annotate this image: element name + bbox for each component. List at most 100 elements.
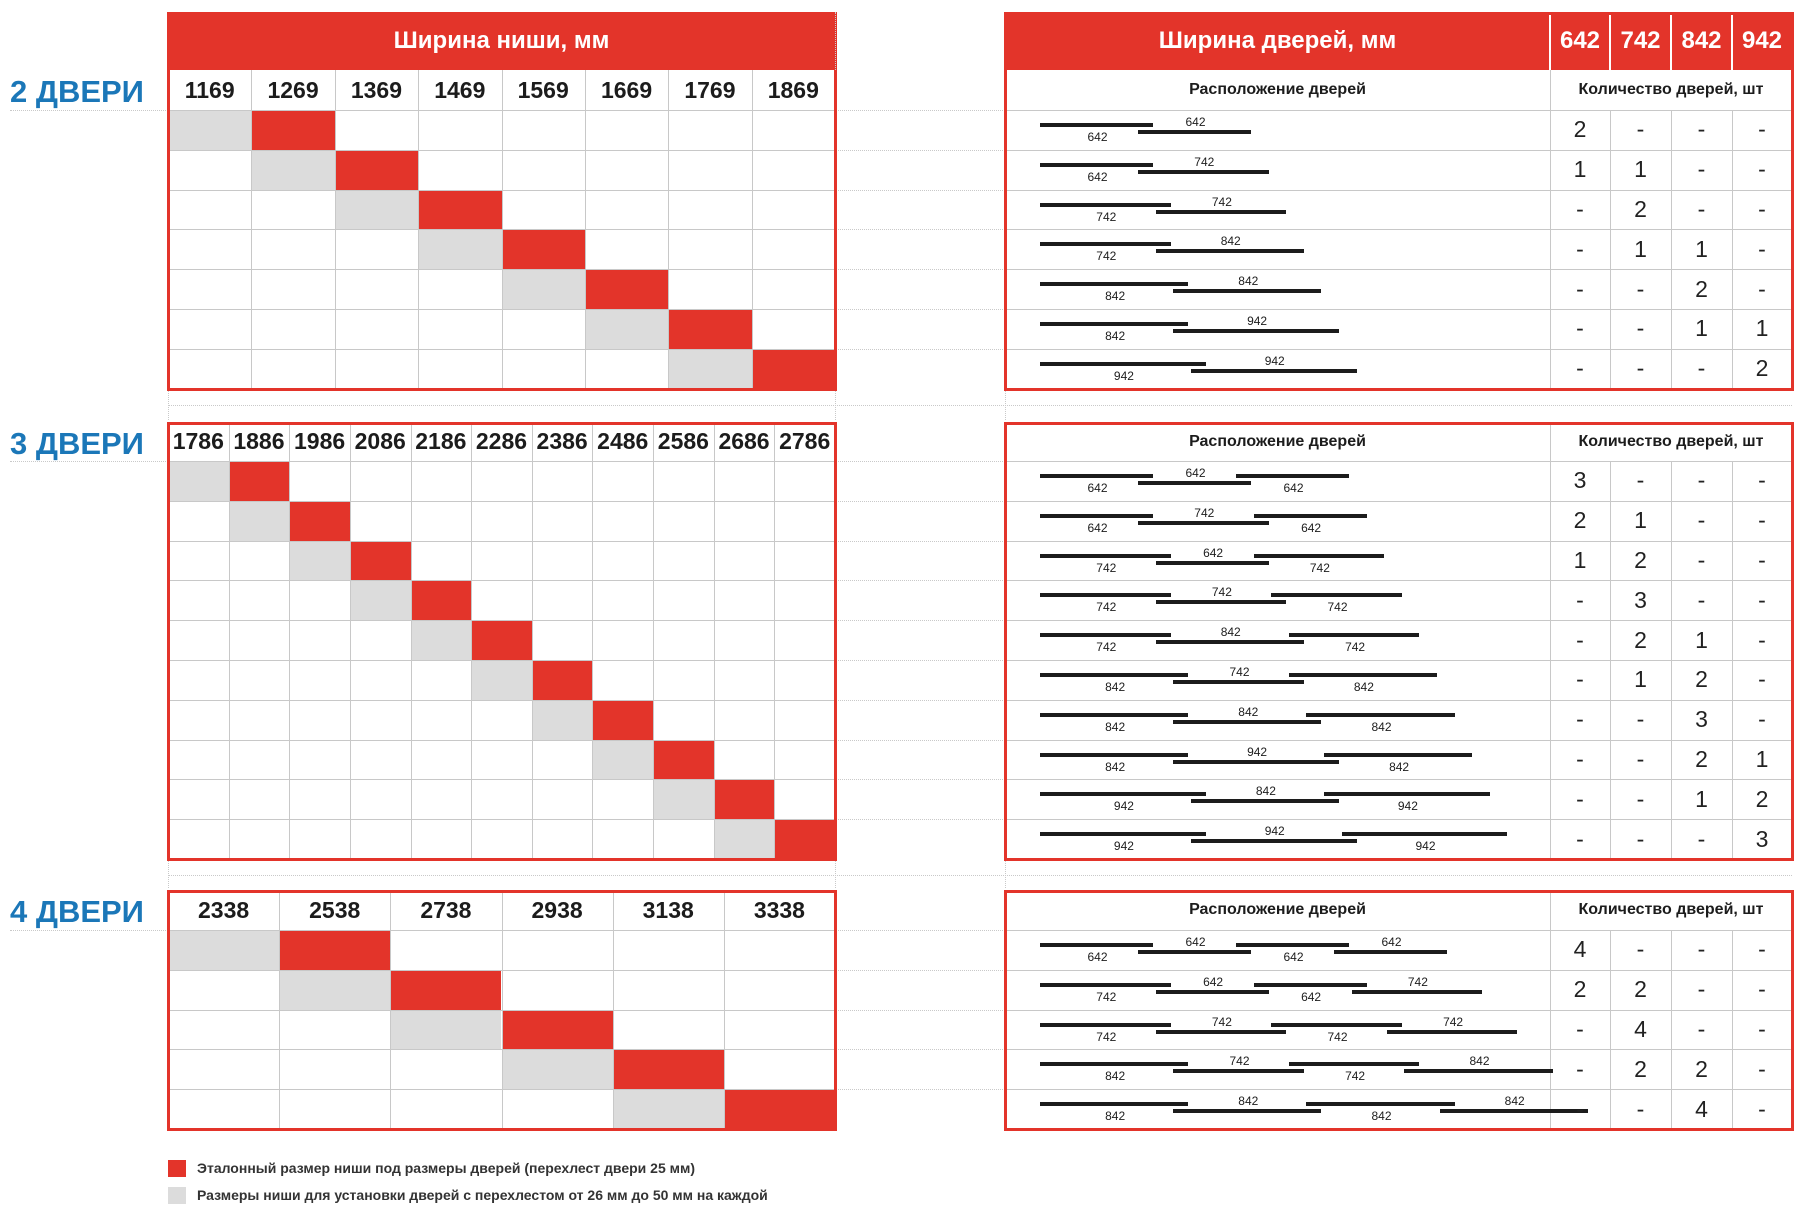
door-count: - bbox=[1758, 156, 1766, 183]
grid-line bbox=[168, 461, 835, 462]
door-bar bbox=[1137, 481, 1251, 485]
gap-guide bbox=[835, 1089, 1005, 1091]
grid-line bbox=[390, 890, 392, 1129]
door-bar bbox=[1137, 520, 1269, 525]
door-count: - bbox=[1636, 1095, 1645, 1122]
door-bar bbox=[1173, 329, 1339, 333]
door-size-label: 842 bbox=[1105, 1069, 1126, 1084]
door-size-label: 842 bbox=[1238, 704, 1259, 719]
reference-cell bbox=[723, 1089, 835, 1129]
niche-width-header-cell: 2586 bbox=[657, 428, 709, 454]
door-count: - bbox=[1636, 467, 1645, 494]
section-gap-guide bbox=[168, 390, 169, 420]
door-size-label: 842 bbox=[1469, 1054, 1490, 1069]
gap-guide bbox=[835, 229, 1005, 231]
door-count: - bbox=[1697, 355, 1706, 382]
door-bar bbox=[1323, 752, 1473, 757]
grid-line bbox=[1005, 739, 1792, 741]
grid-line bbox=[168, 699, 835, 701]
niche-width-header-cell: 2738 bbox=[420, 896, 472, 923]
door-count: - bbox=[1697, 976, 1706, 1003]
legend-text: Эталонный размер ниши под размеры дверей… bbox=[197, 1160, 696, 1176]
door-count: 1 bbox=[1634, 235, 1647, 262]
grid-line bbox=[1550, 890, 1551, 1129]
count-header: Количество дверей, шт bbox=[1578, 81, 1764, 98]
grid-line bbox=[1005, 1049, 1792, 1051]
door-count: - bbox=[1576, 1095, 1584, 1122]
door-bar bbox=[1137, 169, 1269, 174]
door-size-label: 642 bbox=[1283, 950, 1304, 964]
door-bar bbox=[1404, 1069, 1553, 1074]
grid-line bbox=[1005, 461, 1792, 462]
door-count: - bbox=[1758, 1015, 1766, 1042]
door-size-label: 842 bbox=[1504, 1094, 1525, 1109]
door-size-label: 842 bbox=[1220, 625, 1241, 640]
door-count: 1 bbox=[1573, 546, 1587, 573]
reference-cell bbox=[653, 739, 714, 780]
door-size-label: 642 bbox=[1203, 974, 1224, 989]
door-bar bbox=[1173, 1109, 1322, 1114]
door-bar bbox=[1155, 989, 1269, 994]
door-count: - bbox=[1697, 825, 1706, 852]
door-bar bbox=[1040, 752, 1189, 757]
grid-line bbox=[1005, 819, 1792, 821]
range-cell bbox=[668, 348, 752, 389]
door-count: - bbox=[1636, 355, 1645, 382]
header-divider bbox=[1670, 12, 1672, 70]
grid-line bbox=[168, 500, 835, 502]
door-size-header-642: 642 bbox=[1550, 12, 1610, 70]
range-cell bbox=[410, 620, 472, 660]
door-size-label: 942 bbox=[1113, 839, 1134, 854]
section-title-guide bbox=[10, 110, 168, 111]
door-bar bbox=[1137, 130, 1251, 134]
range-cell bbox=[251, 149, 335, 190]
grid-line bbox=[1671, 110, 1672, 389]
door-count: 3 bbox=[1573, 467, 1587, 494]
door-count: - bbox=[1576, 275, 1584, 302]
door-size-label: 642 bbox=[1087, 481, 1108, 495]
door-count: 2 bbox=[1695, 666, 1708, 693]
door-count: - bbox=[1758, 195, 1766, 222]
door-size-label: 642 bbox=[1087, 169, 1108, 184]
section-frame-right bbox=[1004, 890, 1794, 1131]
grid-line bbox=[1671, 930, 1672, 1129]
door-bar bbox=[1190, 368, 1357, 373]
door-bar bbox=[1271, 593, 1402, 598]
door-count: 1 bbox=[1573, 156, 1587, 183]
door-bar bbox=[1040, 633, 1171, 638]
door-size-label: 842 bbox=[1353, 680, 1374, 694]
door-count: 3 bbox=[1755, 825, 1769, 852]
gap-guide bbox=[835, 348, 1005, 350]
gap-guide bbox=[835, 149, 1005, 151]
grid-line bbox=[168, 620, 835, 622]
reference-cell bbox=[390, 969, 502, 1010]
grid-line bbox=[289, 422, 291, 859]
range-cell bbox=[349, 580, 411, 621]
door-bar bbox=[1040, 982, 1171, 987]
door-size-header-842: 842 bbox=[1671, 12, 1732, 70]
reference-cell bbox=[774, 819, 835, 859]
reference-cell bbox=[751, 348, 835, 389]
gap-guide bbox=[835, 1009, 1005, 1011]
section-title-guide bbox=[10, 930, 168, 931]
door-count: - bbox=[1576, 315, 1584, 342]
door-size-label: 742 bbox=[1211, 194, 1232, 209]
grid-line bbox=[713, 422, 715, 859]
header-divider bbox=[1731, 12, 1733, 70]
section-gap-guide bbox=[168, 405, 1792, 407]
niche-width-header: Ширина ниши, мм bbox=[168, 12, 835, 70]
door-size-label: 842 bbox=[1220, 234, 1241, 249]
gap-guide bbox=[835, 500, 1005, 502]
door-count: 1 bbox=[1695, 235, 1708, 262]
door-bar bbox=[1173, 759, 1339, 764]
niche-width-header-cell: 1769 bbox=[684, 76, 736, 103]
door-count: - bbox=[1697, 1015, 1706, 1042]
door-size-label: 642 bbox=[1301, 989, 1322, 1004]
door-count: 2 bbox=[1695, 745, 1708, 772]
placement-header: Расположение дверей bbox=[1189, 432, 1366, 450]
grid-line bbox=[418, 70, 420, 389]
door-count: - bbox=[1636, 706, 1645, 733]
range-cell bbox=[168, 461, 229, 501]
gap-guide bbox=[835, 461, 1005, 462]
reference-cell bbox=[349, 540, 411, 581]
